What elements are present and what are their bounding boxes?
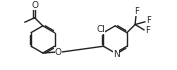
Text: O: O	[55, 48, 62, 57]
Text: N: N	[113, 50, 119, 59]
Text: F: F	[146, 16, 151, 25]
Text: Cl: Cl	[96, 25, 105, 34]
Text: F: F	[135, 7, 139, 16]
Text: O: O	[31, 1, 38, 10]
Text: F: F	[145, 26, 150, 35]
